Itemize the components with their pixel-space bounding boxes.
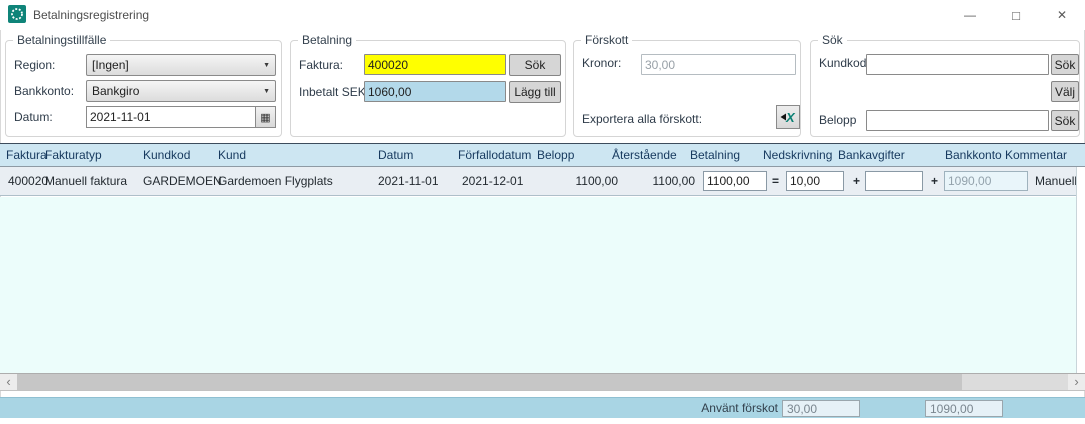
horizontal-scrollbar[interactable]: ‹ › bbox=[0, 373, 1085, 391]
chevron-down-icon: ▼ bbox=[263, 61, 270, 69]
svg-text:X: X bbox=[785, 110, 796, 125]
datum-label: Datum: bbox=[14, 110, 53, 124]
header-faktura: Faktura bbox=[6, 148, 47, 162]
group-forskott-title: Förskott bbox=[581, 33, 633, 47]
datum-input[interactable] bbox=[87, 107, 255, 127]
minimize-icon: — bbox=[964, 8, 976, 22]
scrollbar-thumb[interactable] bbox=[17, 374, 962, 390]
group-forskott: Förskott Kronor: Exportera alla förskott… bbox=[573, 33, 801, 137]
datum-field-wrap: ▦ bbox=[86, 106, 276, 128]
excel-export-icon: X bbox=[780, 110, 796, 125]
header-datum: Datum bbox=[378, 148, 414, 162]
equals-sign: = bbox=[772, 174, 780, 188]
app-icon bbox=[8, 5, 26, 23]
calendar-button[interactable]: ▦ bbox=[255, 107, 275, 127]
belopp-label: Belopp bbox=[819, 113, 857, 127]
kundkod-input[interactable] bbox=[866, 54, 1049, 75]
cell-fakturatyp: Manuell faktura bbox=[45, 174, 128, 188]
kronor-label: Kronor: bbox=[582, 56, 622, 70]
invoice-table-header: Faktura Fakturatyp Kundkod Kund Datum Fö… bbox=[0, 143, 1085, 167]
header-kommentar: Kommentar bbox=[1005, 148, 1068, 162]
close-icon: ✕ bbox=[1056, 8, 1068, 22]
plus-sign: + bbox=[853, 174, 861, 188]
chevron-down-icon: ▼ bbox=[263, 87, 270, 95]
bankkonto-dropdown[interactable]: Bankgiro ▼ bbox=[86, 80, 276, 102]
group-betalningstillfalle-title: Betalningstillfälle bbox=[13, 33, 111, 47]
lagg-till-button[interactable]: Lägg till bbox=[509, 81, 561, 103]
cell-belopp: 1100,00 bbox=[575, 174, 619, 188]
header-fakturatyp: Fakturatyp bbox=[45, 148, 102, 162]
betalning-input[interactable] bbox=[703, 171, 767, 191]
scroll-left-button[interactable]: ‹ bbox=[0, 374, 17, 390]
plus-sign: + bbox=[931, 174, 939, 188]
window-title: Betalningsregistrering bbox=[33, 8, 150, 22]
exportera-excel-button[interactable]: X bbox=[776, 105, 800, 129]
group-betalning-title: Betalning bbox=[298, 33, 357, 47]
region-dropdown[interactable]: [Ingen] ▼ bbox=[86, 54, 276, 76]
region-dropdown-value: [Ingen] bbox=[92, 58, 129, 72]
scroll-right-button[interactable]: › bbox=[1068, 374, 1085, 390]
region-label: Region: bbox=[14, 58, 56, 72]
group-betalning: Betalning Faktura: Sök Inbetalt SEK: Läg… bbox=[290, 33, 566, 137]
exportera-alla-forskott-label: Exportera alla förskott: bbox=[582, 112, 703, 126]
group-sok-title: Sök bbox=[818, 33, 847, 47]
inbetalt-sek-input[interactable] bbox=[364, 81, 506, 102]
scroll-left-icon: ‹ bbox=[6, 374, 11, 389]
faktura-sok-button[interactable]: Sök bbox=[509, 54, 561, 76]
scroll-right-icon: › bbox=[1074, 374, 1079, 389]
cell-kommentar: Manuell faktura bbox=[1035, 174, 1085, 188]
header-kundkod: Kundkod bbox=[143, 148, 191, 162]
title-bar: Betalningsregistrering — □ ✕ bbox=[0, 0, 1085, 30]
close-button[interactable]: ✕ bbox=[1039, 0, 1085, 30]
cell-datum: 2021-11-01 bbox=[378, 174, 439, 188]
belopp-input[interactable] bbox=[866, 110, 1049, 131]
kronor-input bbox=[641, 54, 796, 75]
maximize-icon: □ bbox=[1012, 7, 1020, 23]
vertical-scrollbar-gutter bbox=[1076, 167, 1085, 373]
maximize-button[interactable]: □ bbox=[993, 0, 1039, 30]
invoice-table-row[interactable]: 400020 Manuell faktura GARDEMOEN Gardemo… bbox=[0, 167, 1085, 196]
anvant-forskott-field bbox=[782, 400, 860, 417]
belopp-sok-button[interactable]: Sök bbox=[1051, 110, 1079, 131]
header-aterstaende: Återstående bbox=[612, 148, 677, 162]
header-bankkonto: Bankkonto bbox=[945, 148, 1002, 162]
header-forfallodatum: Förfallodatum bbox=[458, 148, 532, 162]
kundkod-label: Kundkod: bbox=[819, 56, 870, 70]
cell-kundkod: GARDEMOEN bbox=[143, 174, 222, 188]
inbetalt-sek-label: Inbetalt SEK: bbox=[299, 85, 370, 99]
header-kund: Kund bbox=[218, 148, 247, 162]
bankavgifter-input[interactable] bbox=[865, 171, 923, 191]
bankkonto-row-input bbox=[944, 171, 1028, 191]
nedskrivning-input[interactable] bbox=[786, 171, 844, 191]
faktura-label: Faktura: bbox=[299, 58, 344, 72]
cell-faktura: 400020 bbox=[8, 174, 49, 188]
bankkonto-label: Bankkonto: bbox=[14, 84, 75, 98]
bottom-strip bbox=[0, 418, 1085, 424]
footer-total-field bbox=[925, 400, 1003, 417]
bankkonto-dropdown-value: Bankgiro bbox=[92, 84, 140, 98]
group-betalningstillfalle: Betalningstillfälle Region: [Ingen] ▼ Ba… bbox=[5, 33, 282, 137]
group-sok: Sök Kundkod: Sök Välj Belopp Sök bbox=[810, 33, 1080, 137]
footer-bar: Använt förskot bbox=[0, 397, 1085, 418]
cell-aterstaende: 1100,00 bbox=[652, 174, 696, 188]
faktura-input[interactable] bbox=[364, 54, 506, 75]
valj-button[interactable]: Välj bbox=[1051, 81, 1079, 102]
header-bankavgifter: Bankavgifter bbox=[838, 148, 905, 162]
header-betalning: Betalning bbox=[690, 148, 741, 162]
anvant-forskott-label: Använt förskot bbox=[701, 401, 778, 415]
minimize-button[interactable]: — bbox=[947, 0, 993, 30]
calendar-icon: ▦ bbox=[260, 111, 271, 124]
header-belopp: Belopp bbox=[537, 148, 575, 162]
cell-forfallodatum: 2021-12-01 bbox=[462, 174, 524, 188]
cell-kund: Gardemoen Flygplats bbox=[218, 174, 333, 188]
header-nedskrivning: Nedskrivning bbox=[763, 148, 833, 162]
invoice-table-empty-area bbox=[0, 197, 1076, 373]
kundkod-sok-button[interactable]: Sök bbox=[1051, 54, 1079, 75]
